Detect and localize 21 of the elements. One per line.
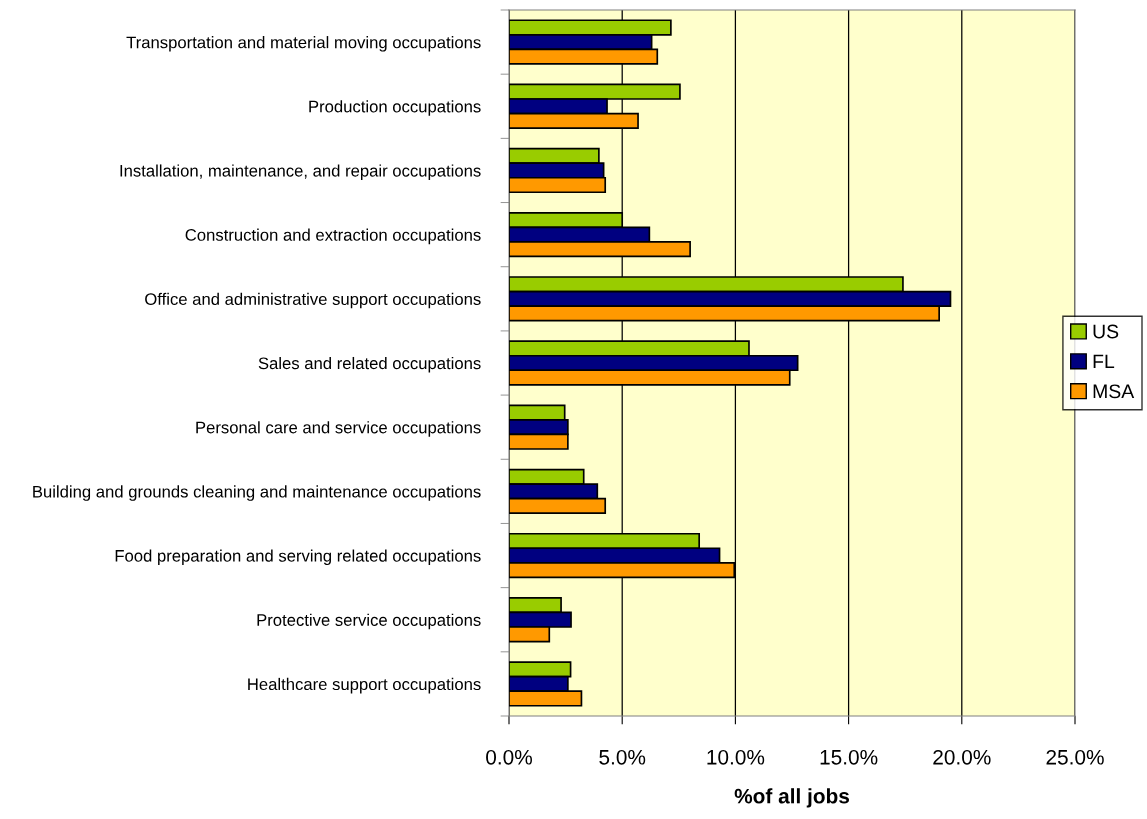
y-tick-label: Food preparation and serving related occupations xyxy=(115,549,481,566)
y-tick-label: Building and grounds cleaning and maintenance occupations xyxy=(33,485,481,501)
x-tick-label: 15.0% xyxy=(820,749,878,765)
legend-label: US xyxy=(1093,324,1119,339)
x-tick-label: 25.0% xyxy=(1046,749,1104,765)
y-tick-label: Sales and related occupations xyxy=(258,356,481,373)
x-tick-label: 5.0% xyxy=(599,749,646,765)
legend-label: MSA xyxy=(1093,384,1135,399)
y-tick-label: Installation, maintenance, and repair occupations xyxy=(120,164,481,180)
x-tick-label: 10.0% xyxy=(707,749,765,765)
y-tick-label: Construction and extraction occupations xyxy=(185,228,481,245)
x-tick-label: 20.0% xyxy=(933,749,991,765)
x-tick-label: 0.0% xyxy=(486,749,532,765)
y-tick-label: Protective service occupations xyxy=(257,613,481,630)
y-tick-label: Office and administrative support occupations xyxy=(145,292,481,309)
y-tick-label: Healthcare support occupations xyxy=(248,677,481,694)
y-tick-label: Transportation and material moving occupations xyxy=(126,36,481,52)
y-tick-label: Personal care and service occupations xyxy=(196,421,481,437)
y-tick-label: Production occupations xyxy=(309,100,481,116)
legend-label: FL xyxy=(1093,354,1115,369)
x-axis-title: %of all jobs xyxy=(734,788,850,808)
